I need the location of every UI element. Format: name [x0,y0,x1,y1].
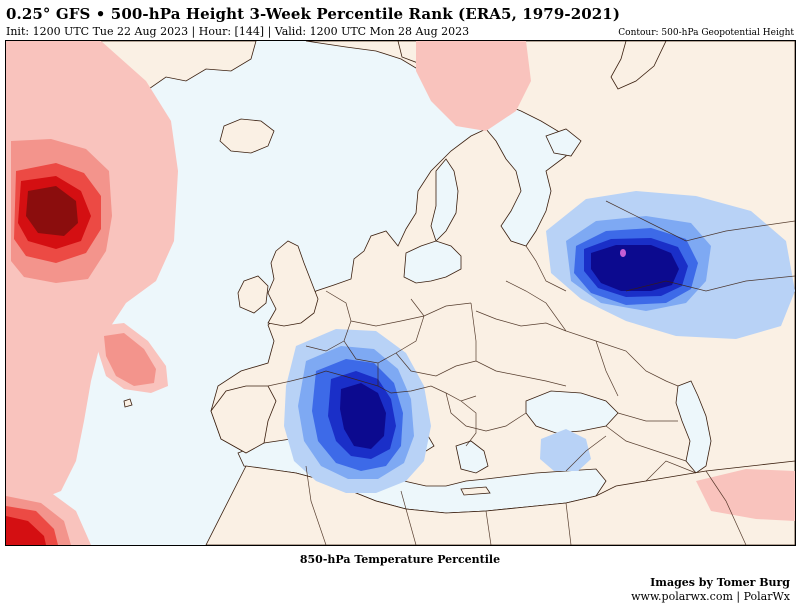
anomaly-eastern-mediterranean-low [540,429,591,471]
anomaly-norwegian-sea-high [416,41,531,131]
white-sea [545,128,582,157]
percentile-shading [6,41,795,545]
anomaly-mid-atlantic-high-level-2 [104,333,156,386]
anomaly-western-russia-low-level-5 [591,245,679,291]
anomaly-southwest-atlantic-high-level-4 [6,516,46,545]
map-title: 0.25° GFS • 500-hPa Height 3-Week Percen… [6,5,621,23]
land-ireland [237,275,269,314]
gulf-of-bothnia [430,158,459,242]
land-great-britain [267,240,319,327]
map-panel [5,40,796,546]
land-iceland [219,118,275,154]
aegean-sea [455,440,489,474]
anomaly-southwest-atlantic-high [6,481,91,545]
image-credit: Images by Tomer Burg www.polarwx.com | P… [627,574,794,606]
anomaly-central-mediterranean-low-level-5 [340,383,386,449]
land-novaya-zemlya [610,41,667,90]
contour-note: Contour: 500-hPa Geopotential Height [618,28,794,38]
map-subtitle: Init: 1200 UTC Tue 22 Aug 2023 | Hour: [… [6,25,470,38]
anomaly-north-atlantic-high-level-5 [26,186,78,236]
anomaly-western-russia-low [546,191,795,339]
country-borders [267,200,795,545]
anomaly-norwegian-sea-high-level-1 [416,41,531,131]
anomaly-middle-east-high [696,469,795,521]
land-crete [460,486,491,496]
land-azores [123,398,133,408]
map-canvas [6,41,795,545]
colorbar-label: 850-hPa Temperature Percentile [299,553,501,566]
extreme-low-spot [620,249,626,257]
anomaly-middle-east-high-level-1 [696,469,795,521]
credit-author: Images by Tomer Burg [650,576,790,589]
anomaly-mid-atlantic-high [98,323,168,393]
anomaly-eastern-mediterranean-low-level-1 [540,429,591,471]
baltic-sea [403,240,462,284]
anomaly-central-mediterranean-low [284,329,431,493]
caspian-sea [675,380,712,474]
anomaly-north-atlantic-high [6,41,178,511]
border-lines [267,200,795,545]
credit-website: www.polarwx.com | PolarWx [631,590,790,603]
land-iberia [210,385,277,454]
